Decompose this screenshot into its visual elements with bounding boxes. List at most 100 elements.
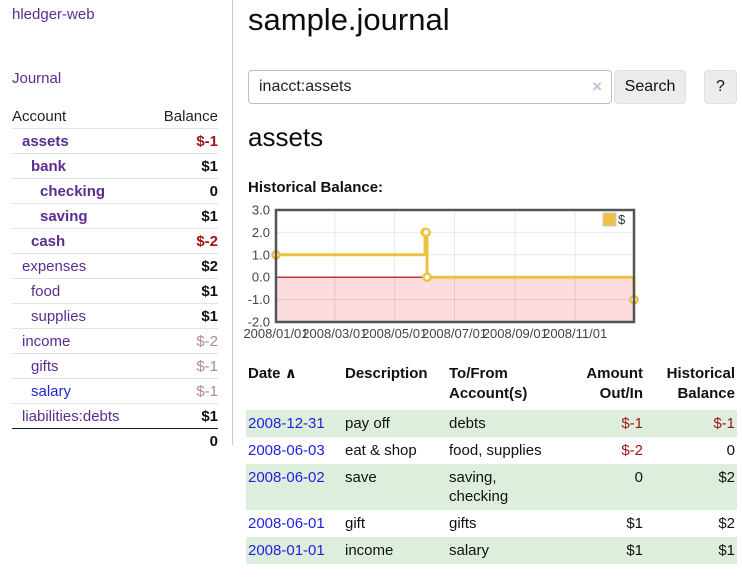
account-row: cash $-2 <box>12 228 218 253</box>
clear-search-icon[interactable]: × <box>592 77 602 96</box>
transaction-amount: $-2 <box>621 442 643 459</box>
sidebar-account-income[interactable]: income <box>22 332 71 350</box>
x-axis-tick: 2008/07/01 <box>422 326 487 341</box>
transaction-date-link[interactable]: 2008-06-01 <box>248 515 325 532</box>
transaction-description: income <box>345 542 394 559</box>
register-row: 2008-01-01 income salary $1 $1 <box>246 537 737 564</box>
register-header-row: Date ∧ Description To/From Account(s) Am… <box>246 362 737 410</box>
sidebar-account-gifts[interactable]: gifts <box>31 357 59 375</box>
transaction-accounts: food, supplies <box>449 442 542 459</box>
account-balance: $2 <box>201 257 218 275</box>
account-row: income $-2 <box>12 328 218 353</box>
account-row: bank $1 <box>12 153 218 178</box>
account-row: liabilities:debts $1 <box>12 403 218 428</box>
sidebar-account-supplies[interactable]: supplies <box>31 307 87 325</box>
transaction-date-link[interactable]: 2008-01-01 <box>248 542 325 559</box>
transaction-balance: 0 <box>726 442 735 459</box>
register-row: 2008-06-01 gift gifts $1 $2 <box>246 510 737 537</box>
sidebar-account-food[interactable]: food <box>31 282 61 300</box>
accounts-header: Account Balance <box>12 104 218 128</box>
sidebar-account-bank[interactable]: bank <box>31 157 67 175</box>
register-row: 2008-06-03 eat & shop food, supplies $-2 0 <box>246 437 737 464</box>
register-row: 2008-12-31 pay off debts $-1 $-1 <box>246 410 737 437</box>
transaction-amount: $-1 <box>621 415 643 432</box>
transaction-amount: $1 <box>626 515 643 532</box>
transaction-amount: 0 <box>634 469 643 486</box>
account-row: checking 0 <box>12 178 218 203</box>
transaction-balance: $2 <box>718 515 735 532</box>
account-balance: $-1 <box>196 382 218 400</box>
account-balance: $1 <box>201 282 218 300</box>
search-form: × <box>248 70 612 104</box>
transaction-description: gift <box>345 515 366 532</box>
x-axis-tick: 2008/11/01 <box>543 326 607 341</box>
transaction-description: eat & shop <box>345 442 417 459</box>
search-button[interactable]: Search <box>614 70 686 104</box>
sidebar-account-assets[interactable]: assets <box>22 132 69 150</box>
sidebar-account-cash[interactable]: cash <box>31 232 66 250</box>
account-heading: assets <box>248 122 324 152</box>
register-body: 2008-12-31 pay off debts $-1 $-1 2008-06-03 ea… <box>246 410 737 564</box>
y-axis-tick: 2.0 <box>252 225 270 240</box>
sidebar-account-checking[interactable]: checking <box>40 182 106 200</box>
accounts-total-row: 0 <box>12 428 218 453</box>
sidebar-account-saving[interactable]: saving <box>40 207 88 225</box>
account-list: assets $-1 bank $1 checking 0 saving $1 cash $-2 e… <box>12 128 218 428</box>
help-button[interactable]: ? <box>704 70 737 104</box>
page-title: sample.journal <box>248 2 450 37</box>
account-balance: 0 <box>209 182 218 200</box>
register-row: 2008-06-02 save saving, checking 0 $2 <box>246 464 737 510</box>
chart-negative-region <box>276 277 634 322</box>
transaction-date-link[interactable]: 2008-06-02 <box>248 469 325 486</box>
transaction-accounts: salary <box>449 542 490 559</box>
sidebar-account-expenses[interactable]: expenses <box>22 257 87 275</box>
account-row: gifts $-1 <box>12 353 218 378</box>
y-axis-tick: -1.0 <box>248 292 270 307</box>
chart-data-marker <box>421 227 431 238</box>
transaction-date-link[interactable]: 2008-12-31 <box>248 415 325 432</box>
balance-chart[interactable]: $3.0 2.0 1.0 0.0 -1.0 -2.02008/01/012008/03/0… <box>236 200 646 348</box>
column-header-description: Description <box>345 365 428 382</box>
transaction-date-link[interactable]: 2008-06-03 <box>248 442 325 459</box>
accounts-total-value: 0 <box>209 432 218 450</box>
accounts-header-account: Account <box>12 107 67 125</box>
account-row: expenses $2 <box>12 253 218 278</box>
y-axis-tick: 3.0 <box>252 203 270 218</box>
sidebar-accounts-table: Account Balance assets $-1 bank $1 checking 0… <box>12 104 218 453</box>
sidebar-account-salary[interactable]: salary <box>31 382 72 400</box>
legend-swatch <box>602 212 617 227</box>
transaction-balance: $2 <box>718 469 735 486</box>
column-header-balance: Historical Balance <box>666 365 735 402</box>
account-balance: $1 <box>201 407 218 425</box>
x-axis-tick: 2008/05/01 <box>362 326 427 341</box>
sidebar-item-journal[interactable]: Journal <box>12 70 62 87</box>
accounts-header-balance: Balance <box>163 107 218 125</box>
column-header-accounts: To/From Account(s) <box>449 365 528 402</box>
column-header-amount: Amount Out/In <box>586 365 643 402</box>
transaction-balance: $-1 <box>713 415 735 432</box>
sidebar-account-liabilities-debts[interactable]: liabilities:debts <box>22 407 120 425</box>
transaction-description: save <box>345 469 377 486</box>
legend-label: $ <box>618 212 626 227</box>
account-row: saving $1 <box>12 203 218 228</box>
chart-data-marker <box>422 272 432 282</box>
transaction-description: pay off <box>345 415 390 432</box>
account-balance: $1 <box>201 307 218 325</box>
x-axis-tick: 2008/03/01 <box>302 326 367 341</box>
y-axis-tick: 1.0 <box>252 247 270 262</box>
account-row: food $1 <box>12 278 218 303</box>
x-axis-tick: 2008/01/01 <box>243 326 308 341</box>
account-balance: $-1 <box>196 132 218 150</box>
y-axis-tick: 0.0 <box>252 270 270 285</box>
column-header-date[interactable]: Date ∧ <box>248 365 297 382</box>
account-row: assets $-1 <box>12 128 218 153</box>
account-row: salary $-1 <box>12 378 218 403</box>
transaction-accounts: saving, checking <box>449 469 509 505</box>
chart-border <box>274 208 636 324</box>
register-table: Date ∧ Description To/From Account(s) Am… <box>246 362 737 564</box>
transaction-accounts: gifts <box>449 515 477 532</box>
search-input[interactable] <box>248 70 612 104</box>
chart-title: Historical Balance: <box>248 179 384 196</box>
app-brand-link[interactable]: hledger-web <box>12 6 95 23</box>
